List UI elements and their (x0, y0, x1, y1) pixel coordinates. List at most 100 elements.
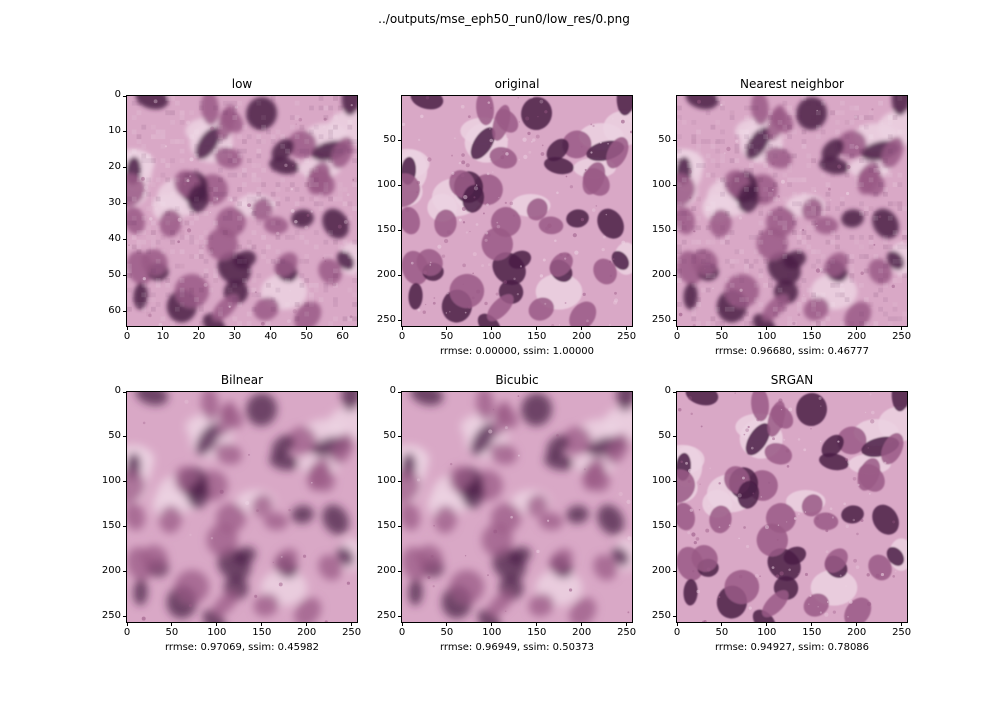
image-panel: Nearest neighbor 0 50 100 150 200 250 50 100 150 2… (652, 77, 911, 357)
pixel-block (777, 220, 783, 226)
pixel-block (141, 278, 147, 283)
pixel-block (251, 292, 257, 298)
pixel-block (696, 249, 701, 255)
x-tick-label: 50 (300, 331, 314, 342)
pixel-block (758, 273, 764, 279)
pixel-block (792, 201, 797, 207)
cell-nucleus (291, 505, 314, 524)
speckle (840, 283, 844, 287)
speckle (852, 518, 856, 522)
pixel-block (337, 191, 343, 197)
speckle (689, 196, 692, 199)
pixel-block (758, 220, 764, 226)
speckle (278, 582, 283, 587)
pixel-block (275, 220, 281, 226)
cell-nucleus (127, 469, 146, 503)
texture-speckles (416, 395, 632, 614)
pixel-block (724, 258, 730, 264)
speckle (586, 319, 589, 323)
speckle (864, 411, 867, 414)
speckle (846, 191, 850, 196)
pixel-block (352, 278, 357, 283)
pixel-block (242, 139, 247, 144)
cell-nucleus (821, 434, 844, 458)
pixel-block (763, 163, 769, 168)
pixel-block (753, 158, 759, 164)
pixel-block (681, 225, 687, 231)
pixel-block (820, 268, 826, 274)
pixel-block (270, 201, 276, 207)
y-tick-mark (123, 571, 127, 573)
speckle (210, 126, 215, 131)
pixel-block (796, 249, 802, 255)
pixel-block (246, 287, 252, 293)
pixel-block (744, 115, 749, 120)
pixel-block (275, 201, 281, 207)
pixel-block (782, 278, 788, 283)
x-tick-label: 0 (398, 331, 406, 342)
pixel-block (859, 211, 864, 216)
speckle (819, 611, 822, 614)
pixel-block (309, 167, 314, 173)
speckle (349, 315, 353, 319)
pixel-block (198, 105, 204, 111)
speckle (892, 575, 895, 578)
speckle (493, 529, 498, 534)
cell-nucleus (709, 505, 732, 534)
y-tick-mark (673, 391, 677, 393)
speckle (280, 555, 283, 558)
pixel-block (772, 134, 778, 140)
y-tick-label: 150 (101, 519, 121, 531)
cell-nucleus (562, 130, 592, 159)
speckle (844, 584, 848, 588)
pixel-block (165, 292, 171, 298)
pixel-block (724, 234, 730, 240)
pixel-block (696, 321, 701, 326)
pixel-block (337, 244, 343, 250)
panel-image (676, 391, 908, 623)
speckle (427, 575, 431, 580)
speckle (846, 164, 851, 170)
pixel-block (294, 211, 300, 216)
speckle (693, 230, 696, 233)
pixel-block (333, 196, 338, 202)
speckle (768, 481, 771, 484)
pixel-block (333, 148, 338, 154)
pixel-block (309, 129, 314, 135)
speckle (680, 460, 683, 463)
y-tick-label: 250 (376, 609, 396, 621)
cell-nucleus (214, 442, 243, 465)
cell-nucleus (724, 273, 760, 309)
speckle (564, 257, 567, 260)
cell-nucleus (803, 297, 829, 321)
pixel-block (251, 206, 257, 211)
panel-image (126, 391, 358, 623)
cell-nucleus (597, 208, 624, 239)
cytoplasm-region (328, 406, 357, 442)
speckle (778, 199, 781, 202)
pixel-block (313, 244, 319, 250)
pixel-block (811, 187, 816, 192)
speckle (430, 554, 434, 558)
pixel-block (237, 215, 242, 221)
cell-nucleus (201, 96, 219, 126)
speckle (310, 210, 313, 213)
speckle (471, 296, 475, 300)
speckle (590, 123, 593, 126)
speckle (580, 217, 585, 222)
pixel-block (777, 287, 783, 293)
pixel-block (237, 153, 242, 159)
cell-nucleus (538, 512, 564, 531)
pixel-block (184, 220, 190, 226)
y-tick-mark (673, 436, 677, 438)
pixel-block (883, 297, 888, 303)
cell-nucleus (253, 593, 279, 617)
pixel-block (294, 201, 300, 207)
pixel-block (160, 316, 166, 322)
pixel-block (772, 215, 778, 221)
pixel-block (304, 148, 310, 154)
speckle (209, 247, 215, 252)
pixel-block (261, 196, 266, 202)
pixel-block (222, 100, 228, 106)
cell-nucleus (402, 502, 421, 531)
